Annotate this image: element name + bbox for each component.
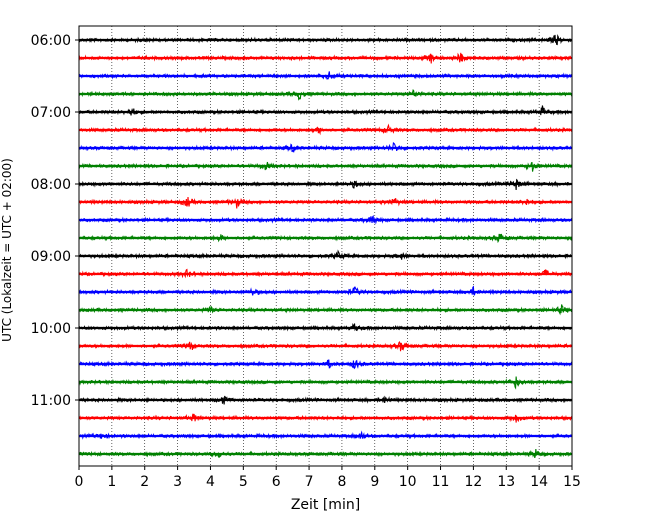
x-tick-label: 6 <box>272 474 281 490</box>
trace-1115 <box>78 413 573 423</box>
trace-1015 <box>78 341 573 352</box>
trace-0715 <box>78 123 573 136</box>
x-tick-label: 5 <box>239 474 248 490</box>
y-tick-label: 09:00 <box>31 249 71 265</box>
trace-line <box>78 105 573 116</box>
trace-0630 <box>78 71 573 80</box>
x-axis-label: Zeit [min] <box>291 497 360 513</box>
trace-1100 <box>78 395 573 405</box>
trace-0945 <box>78 304 573 316</box>
x-tick-label: 13 <box>497 474 515 490</box>
x-tick-label: 12 <box>464 474 482 490</box>
grid-lines <box>111 26 540 466</box>
trace-0745 <box>78 161 573 172</box>
x-tick-label: 10 <box>399 474 417 490</box>
x-tick-label: 2 <box>140 474 149 490</box>
x-tick-label: 7 <box>305 474 314 490</box>
y-tick-label: 08:00 <box>31 177 71 193</box>
traces <box>78 33 573 459</box>
y-tick-label: 10:00 <box>31 321 71 337</box>
trace-0915 <box>78 268 572 279</box>
trace-1000 <box>78 323 573 332</box>
x-tick-label: 11 <box>432 474 450 490</box>
trace-1045 <box>78 376 573 390</box>
x-tick-label: 15 <box>563 474 581 490</box>
trace-0645 <box>78 89 573 101</box>
trace-0830 <box>78 214 573 225</box>
x-tick-label: 0 <box>75 474 84 490</box>
y-ticks: 06:00 07:00 08:00 09:00 10:00 11:00 <box>31 33 79 409</box>
x-tick-label: 4 <box>206 474 215 490</box>
trace-0700 <box>78 105 573 116</box>
y-tick-label: 11:00 <box>31 393 71 409</box>
trace-1145 <box>78 449 573 459</box>
trace-1030 <box>78 359 573 370</box>
trace-0815 <box>78 197 573 209</box>
x-ticks: 0 1 2 3 4 5 6 7 8 9 10 11 12 13 14 15 <box>75 466 581 490</box>
trace-0600 <box>78 33 573 46</box>
trace-0730 <box>78 142 573 153</box>
y-tick-label: 07:00 <box>31 105 71 121</box>
trace-0800 <box>78 178 573 190</box>
x-tick-label: 1 <box>107 474 116 490</box>
plot-frame <box>78 25 573 467</box>
trace-1130 <box>78 430 573 440</box>
x-tick-label: 3 <box>173 474 182 490</box>
trace-0930 <box>78 285 573 296</box>
x-tick-label: 14 <box>530 474 548 490</box>
trace-0615 <box>78 52 573 64</box>
trace-0845 <box>78 233 573 244</box>
x-tick-label: 8 <box>337 474 346 490</box>
x-tick-label: 9 <box>370 474 379 490</box>
y-tick-label: 06:00 <box>31 33 71 49</box>
trace-0900 <box>78 249 573 260</box>
y-axis-label: UTC (Lokalzeit = UTC + 02:00) <box>0 158 14 342</box>
